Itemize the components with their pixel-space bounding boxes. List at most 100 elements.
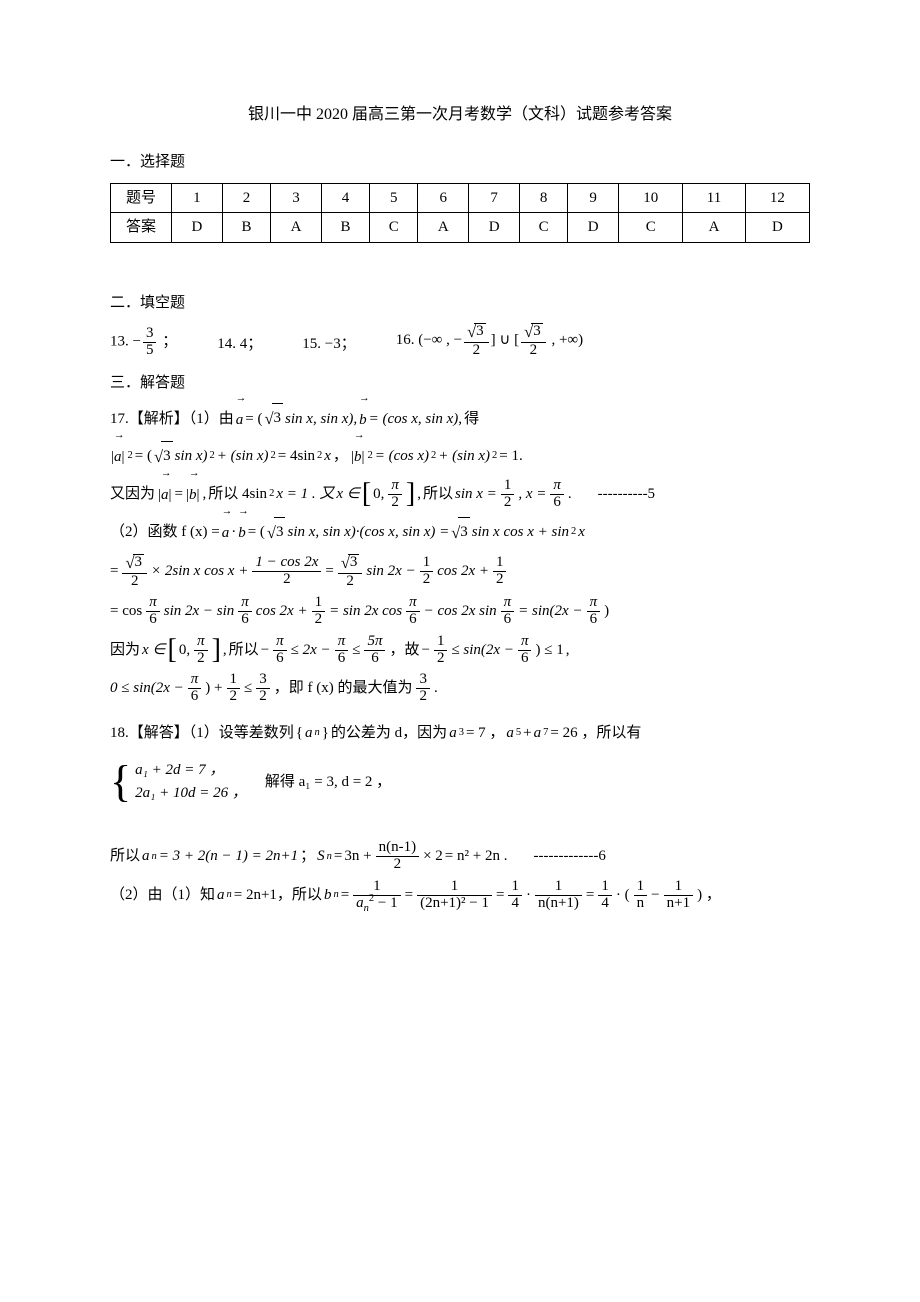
expr: = (cos x): [375, 442, 429, 471]
fraction: 12: [501, 478, 515, 511]
rbracket: ]: [406, 480, 415, 508]
numerator: π: [335, 634, 349, 651]
fraction: π6: [518, 634, 532, 667]
eq: =: [586, 881, 594, 910]
col-num: 11: [683, 183, 745, 213]
minus: −: [421, 636, 429, 665]
numerator: 1: [664, 879, 693, 896]
denominator: n(n+1): [535, 896, 582, 912]
expr: ≤: [352, 636, 360, 665]
text: （2）函数 f (x) =: [110, 518, 220, 547]
p17-head: 17.【解析】（1）由: [110, 405, 234, 434]
answer-cell: C: [619, 213, 683, 243]
expr: x: [324, 442, 331, 471]
eq: =: [175, 480, 183, 509]
numerator: 1: [508, 879, 522, 896]
numerator: √3: [122, 554, 147, 574]
q13: 13. −35 ；: [110, 326, 177, 359]
abs-a: |a|: [157, 479, 173, 510]
denominator: 2: [416, 689, 430, 705]
expr: x ∈: [336, 480, 359, 509]
expr: = 2n+1，所以: [234, 881, 322, 910]
expr: + (sin x): [438, 442, 490, 471]
numerator: 1: [420, 555, 434, 572]
expr: ): [604, 597, 609, 626]
answer-cell: D: [172, 213, 223, 243]
row-label: 题号: [111, 183, 172, 213]
numerator: π: [273, 634, 287, 651]
plus: +: [523, 719, 531, 748]
section-2-heading: 二．填空题: [110, 289, 810, 318]
numerator: 1: [434, 634, 448, 651]
equation-system: { a₁ + 2d = 7 ， 2a₁ + 10d = 26 ，: [110, 759, 247, 804]
numerator: π: [188, 672, 202, 689]
solve-text: 解得 a₁ = 3, d = 2 ，: [265, 768, 391, 797]
numerator: 5π: [364, 634, 385, 651]
fraction: π6: [273, 634, 287, 667]
text: 所以: [110, 842, 140, 871]
numerator: 1: [417, 879, 492, 896]
p17-line1: 17.【解析】（1）由 a = (√3 sin x, sin x), b = (…: [110, 403, 810, 434]
minus: −: [651, 881, 659, 910]
fraction: n(n-1)2: [376, 840, 420, 873]
eq-part: = (: [245, 405, 262, 434]
dot: ·: [231, 518, 236, 547]
p18-head: 18.【解答】（1）设等差数列: [110, 719, 294, 748]
fraction: π6: [335, 634, 349, 667]
numerator: π: [146, 595, 160, 612]
expr: = sin 2x cos: [329, 597, 402, 626]
rbracket: ]: [212, 636, 221, 664]
paren-r: ) ，: [697, 881, 721, 910]
fraction: 12: [227, 672, 241, 705]
comma: ，: [333, 442, 348, 471]
answer-cell: D: [745, 213, 809, 243]
col-num: 12: [745, 183, 809, 213]
denominator: an2 − 1: [353, 896, 400, 912]
fraction: π2: [194, 634, 208, 667]
expr: = (: [135, 442, 152, 471]
q14: 14. 4；: [217, 330, 262, 359]
denominator: 2: [420, 572, 434, 588]
denominator: 2: [464, 343, 489, 359]
expr: sin 2x − sin: [164, 597, 235, 626]
row-label: 答案: [111, 213, 172, 243]
col-num: 7: [469, 183, 520, 213]
fraction: 32: [416, 672, 430, 705]
p17-line5: = √32 × 2sin x cos x + 1 − cos 2x2 = √32…: [110, 554, 810, 590]
text: 因为: [110, 636, 140, 665]
denominator: (2n+1)² − 1: [417, 896, 492, 912]
col-num: 2: [222, 183, 270, 213]
b: b: [324, 881, 332, 910]
answer-cell: B: [222, 213, 270, 243]
page-title: 银川一中 2020 届高三第一次月考数学（文科）试题参考答案: [110, 100, 810, 130]
semicolon: ；: [300, 842, 315, 871]
q13-suffix: ；: [162, 334, 177, 350]
numerator: π: [518, 634, 532, 651]
numerator: √3: [464, 323, 489, 343]
numerator: 1: [312, 595, 326, 612]
numerator: 1: [535, 879, 582, 896]
a: a: [217, 881, 225, 910]
denominator: 6: [587, 612, 601, 628]
numerator: √3: [338, 554, 363, 574]
expr: = (: [248, 518, 265, 547]
fraction: 12: [312, 595, 326, 628]
denominator: 2: [256, 689, 270, 705]
numerator: 1: [598, 879, 612, 896]
numerator: 3: [143, 326, 157, 343]
expr: = 26 ，所以有: [550, 719, 641, 748]
denominator: 2: [493, 572, 507, 588]
eq: =: [496, 881, 504, 910]
expr: sin x, sin x)·(cos x, sin x) =: [287, 518, 449, 547]
answer-cell: A: [683, 213, 745, 243]
answer-cell: D: [568, 213, 619, 243]
q16-mid: ] ∪ [: [491, 333, 519, 349]
q13-label: 13.: [110, 334, 129, 350]
fraction: √32: [464, 323, 489, 359]
text: 所以: [229, 636, 259, 665]
answer-cell: C: [520, 213, 568, 243]
expr: = sin(2x −: [518, 597, 582, 626]
col-num: 9: [568, 183, 619, 213]
choice-answer-table: 题号 1 2 3 4 5 6 7 8 9 10 11 12 答案 D B A B…: [110, 183, 810, 243]
expr: = cos: [110, 597, 142, 626]
